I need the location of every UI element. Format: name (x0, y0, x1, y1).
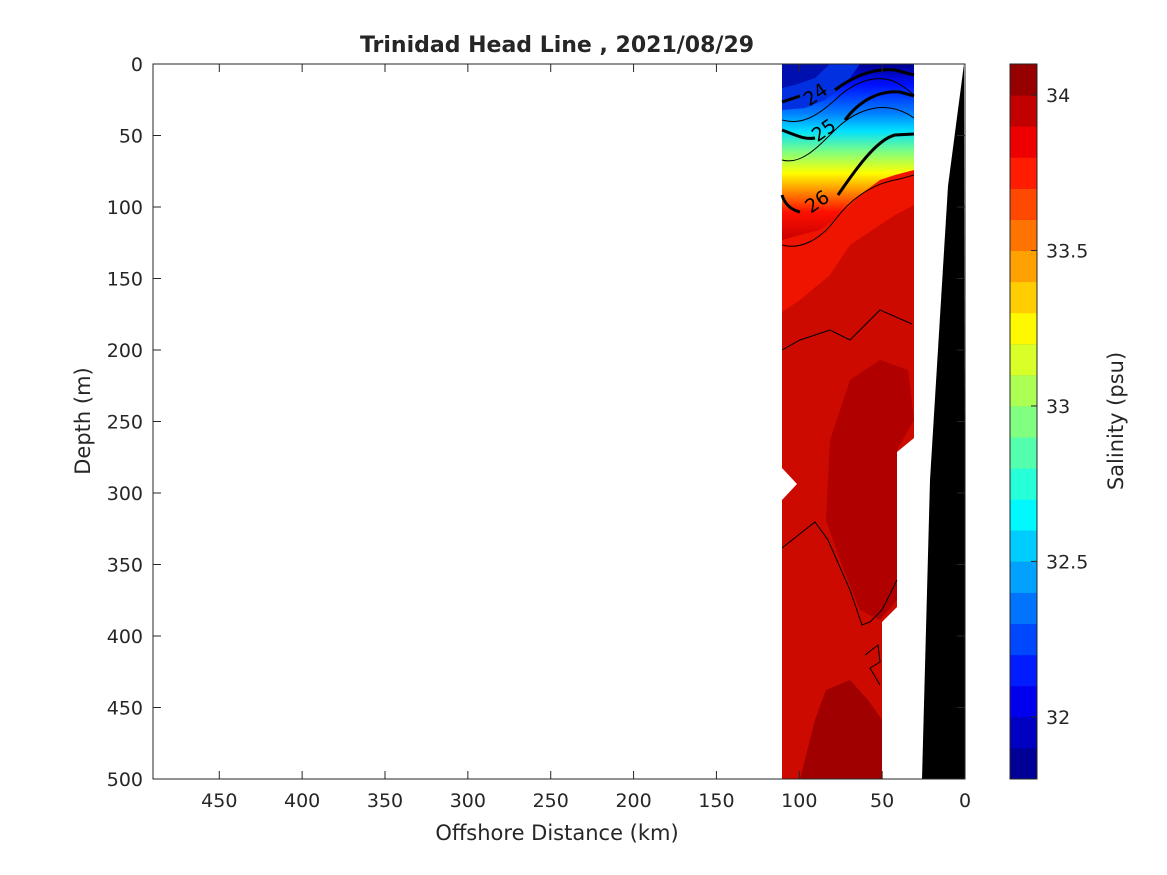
contour-thin-3 (781, 174, 915, 247)
colorbar-segment (1010, 126, 1037, 158)
y-tick-label: 100 (107, 197, 143, 219)
x-tick-label: 50 (870, 790, 894, 812)
contour-thin-4 (781, 309, 913, 351)
y-tick-label: 450 (107, 698, 143, 720)
contour-thin-2 (781, 106, 915, 162)
x-tick-label: 400 (284, 790, 320, 812)
y-tick-label: 200 (107, 340, 143, 362)
colorbar-segment (1010, 592, 1037, 625)
x-tick-label: 250 (533, 790, 569, 812)
y-tick-label: 150 (107, 269, 143, 291)
field-darkest-core (800, 680, 882, 779)
contour-25 (781, 128, 816, 140)
colorbar: 32 32.5 33 33.5 34 (1009, 63, 1088, 780)
colorbar-tick-label: 33 (1046, 396, 1070, 418)
x-tick-label: 350 (367, 790, 403, 812)
y-tick-label: 250 (107, 412, 143, 434)
bathymetry (922, 64, 965, 779)
colorbar-segment (1010, 157, 1037, 189)
colorbar-segment (1010, 654, 1037, 687)
y-tick-label: 300 (107, 483, 143, 505)
y-axis: 0 50 100 150 200 250 300 350 400 450 500 (107, 54, 965, 791)
colorbar-tick-label: 32 (1046, 707, 1070, 729)
y-axis-label: Depth (m) (71, 367, 95, 474)
x-tick-label: 100 (781, 790, 817, 812)
salinity-field (782, 64, 914, 779)
colorbar-segment (1010, 623, 1037, 656)
y-tick-label: 500 (107, 769, 143, 791)
colorbar-segment (1010, 219, 1037, 252)
colorbar-segment (1010, 188, 1037, 220)
colorbar-segment (1010, 747, 1037, 780)
chart-title: Trinidad Head Line , 2021/08/29 (360, 33, 754, 58)
colorbar-tick-label: 34 (1046, 85, 1070, 107)
x-tick-label: 200 (615, 790, 651, 812)
colorbar-segment (1010, 561, 1037, 593)
contour-lines (780, 68, 915, 686)
colorbar-frame (1009, 63, 1038, 780)
x-tick-label: 0 (959, 790, 971, 812)
y-tick-label: 50 (119, 126, 143, 148)
colorbar-segment (1010, 343, 1037, 376)
contour-24 (781, 94, 801, 104)
contour-thin-1 (781, 78, 915, 123)
colorbar-tick-label: 33.5 (1046, 241, 1088, 263)
field-surface-lowest (782, 64, 830, 88)
y-tick-label: 400 (107, 626, 143, 648)
colorbar-segment (1010, 468, 1037, 500)
colorbar-segment (1010, 437, 1037, 469)
contour-thin-6 (864, 644, 881, 686)
contour-24b (834, 68, 915, 92)
y-tick-label: 0 (131, 54, 143, 76)
colorbar-segment (1010, 685, 1037, 718)
x-axis-label: Offshore Distance (km) (435, 821, 678, 845)
colorbar-tick-label: 32.5 (1046, 551, 1088, 573)
colorbar-segment (1010, 250, 1037, 283)
contour-25b (843, 90, 915, 121)
colorbar-segment (1010, 95, 1037, 127)
colorbar-segment (1010, 374, 1037, 407)
colorbar-segment (1010, 64, 1037, 96)
contour-26b (836, 132, 915, 196)
colorbar-segment (1010, 281, 1037, 314)
y-tick-label: 350 (107, 555, 143, 577)
colorbar-segment (1010, 530, 1037, 562)
x-tick-label: 300 (450, 790, 486, 812)
colorbar-segment (1010, 716, 1037, 749)
contour-thin-5 (781, 521, 898, 626)
x-tick-label: 450 (201, 790, 237, 812)
colorbar-segment (1010, 499, 1037, 531)
field-gradient-band (782, 64, 914, 240)
x-tick-label: 150 (698, 790, 734, 812)
plot-area (780, 64, 965, 779)
colorbar-segment (1010, 405, 1037, 438)
colorbar-label: Salinity (psu) (1104, 352, 1128, 490)
x-axis: 450 400 350 300 250 200 150 100 50 0 (201, 64, 971, 812)
field-dark-core (826, 360, 914, 620)
contour-26 (780, 194, 801, 214)
colorbar-segment (1010, 312, 1037, 345)
